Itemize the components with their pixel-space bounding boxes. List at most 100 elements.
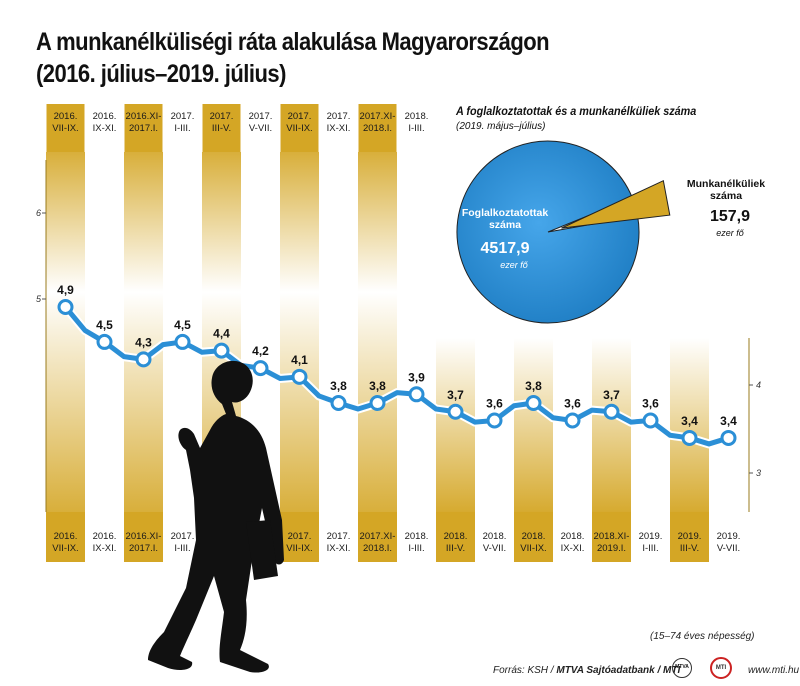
data-point (447, 403, 464, 420)
band-header (241, 104, 280, 152)
data-label: 4,4 (213, 327, 230, 341)
top-category-label: 2017. V-VII. (249, 111, 273, 134)
top-category-label: 2017. IX-XI. (327, 111, 351, 134)
bottom-category-label: 2017.XI-2018.I. (360, 531, 396, 554)
band-header (358, 104, 397, 152)
band-header (319, 104, 358, 152)
band-fade (124, 292, 163, 512)
data-point (213, 342, 230, 359)
band-fade (124, 152, 163, 292)
bottom-category-label: 2018. III-V. (444, 531, 468, 554)
band-header (85, 104, 124, 152)
top-category-label: 2017. I-III. (171, 111, 195, 134)
bottom-category-label: 2018. I-III. (405, 531, 429, 554)
pie-unit-unemployed: ezer fő (716, 228, 745, 238)
band-header (280, 104, 319, 152)
mti-logo: MTI (710, 657, 732, 679)
page-title: A munkanélküliségi ráta alakulása Magyar… (36, 28, 550, 56)
band-header (202, 104, 241, 152)
pie-label-unemployed: Munkanélküliek (687, 178, 765, 190)
band-fade (280, 152, 319, 292)
band-footer (358, 512, 397, 562)
band-footer (670, 512, 709, 562)
band-fade (46, 152, 85, 292)
y-tick-right: 3 (756, 468, 761, 478)
source-bold: MTVA Sajtóadatbank / MTI (556, 665, 681, 676)
band-fade (202, 152, 241, 292)
data-label: 3,6 (564, 396, 581, 410)
band-footer (85, 512, 124, 562)
band-footer (280, 512, 319, 562)
top-category-label: 2018. I-III. (405, 111, 429, 134)
bottom-category-label: 2019. V-VII. (717, 531, 741, 554)
bottom-category-label: 2016. VII-IX. (52, 531, 78, 554)
mtva-logo: MTVA (672, 658, 692, 678)
top-category-label: 2016. IX-XI. (93, 111, 117, 134)
data-label: 4,5 (174, 318, 191, 332)
data-label: 4,3 (135, 335, 152, 349)
data-point (330, 395, 347, 412)
data-label: 3,6 (642, 396, 659, 410)
band-footer (553, 512, 592, 562)
band-fade (670, 338, 709, 512)
data-point (57, 299, 74, 315)
data-point (174, 333, 191, 350)
data-point (369, 395, 386, 412)
data-label: 3,4 (720, 414, 737, 428)
mti-logo-text: MTI (715, 665, 727, 671)
data-label: 3,7 (603, 388, 620, 402)
walking-man-silhouette (148, 360, 284, 673)
bottom-category-label: 2017. IX-XI. (327, 531, 351, 554)
source-prefix: Forrás: KSH / (493, 665, 557, 676)
data-label: 4,5 (96, 318, 113, 332)
data-point (525, 395, 542, 412)
top-category-label: 2016. VII-IX. (52, 111, 78, 134)
data-point (720, 429, 737, 446)
pie-slice-unemployed (561, 179, 671, 229)
top-category-label: 2017.XI-2018.I. (360, 111, 396, 134)
data-point (564, 412, 581, 429)
data-point (135, 351, 152, 368)
bottom-category-label: 2019. III-V. (678, 531, 702, 554)
y-tick-left: 6 (36, 208, 41, 218)
band-footer (475, 512, 514, 562)
data-label: 4,2 (252, 344, 269, 358)
y-tick-right: 4 (756, 380, 761, 390)
band-fade (436, 338, 475, 512)
band-footer (46, 512, 85, 562)
band-fade (358, 152, 397, 292)
data-point (486, 412, 503, 429)
band-header (397, 104, 436, 152)
mti-url: www.mti.hu (748, 665, 800, 676)
band-fade (592, 338, 631, 512)
bottom-category-label: 2018. IX-XI. (561, 531, 585, 554)
band-footer (709, 512, 748, 562)
data-point (408, 386, 425, 403)
source-text: Forrás: KSH / MTVA Sajtóadatbank / MTI (493, 665, 680, 676)
top-category-label: 2016.XI-2017.I. (126, 111, 162, 134)
page-subtitle: (2016. július–2019. július) (36, 60, 286, 88)
band-footer (436, 512, 475, 562)
band-footer (514, 512, 553, 562)
data-label: 3,4 (681, 414, 698, 428)
band-fade (280, 292, 319, 512)
data-label: 4,1 (291, 353, 308, 367)
band-header (163, 104, 202, 152)
data-label: 3,9 (408, 370, 425, 384)
pie-subtitle: (2019. május–július) (456, 121, 546, 132)
data-point (291, 368, 308, 385)
band-header (46, 104, 85, 152)
data-label: 3,8 (525, 379, 542, 393)
band-header (124, 104, 163, 152)
data-label: 4,9 (57, 283, 74, 297)
data-label: 3,7 (447, 388, 464, 402)
band-footer (592, 512, 631, 562)
band-footer (319, 512, 358, 562)
data-label: 3,8 (330, 379, 347, 393)
bottom-category-label: 2017. VII-IX. (286, 531, 312, 554)
data-label: 3,8 (369, 379, 386, 393)
top-category-label: 2017. VII-IX. (286, 111, 312, 134)
top-category-label: 2017. III-V. (210, 111, 234, 134)
y-tick-left: 5 (36, 294, 42, 304)
